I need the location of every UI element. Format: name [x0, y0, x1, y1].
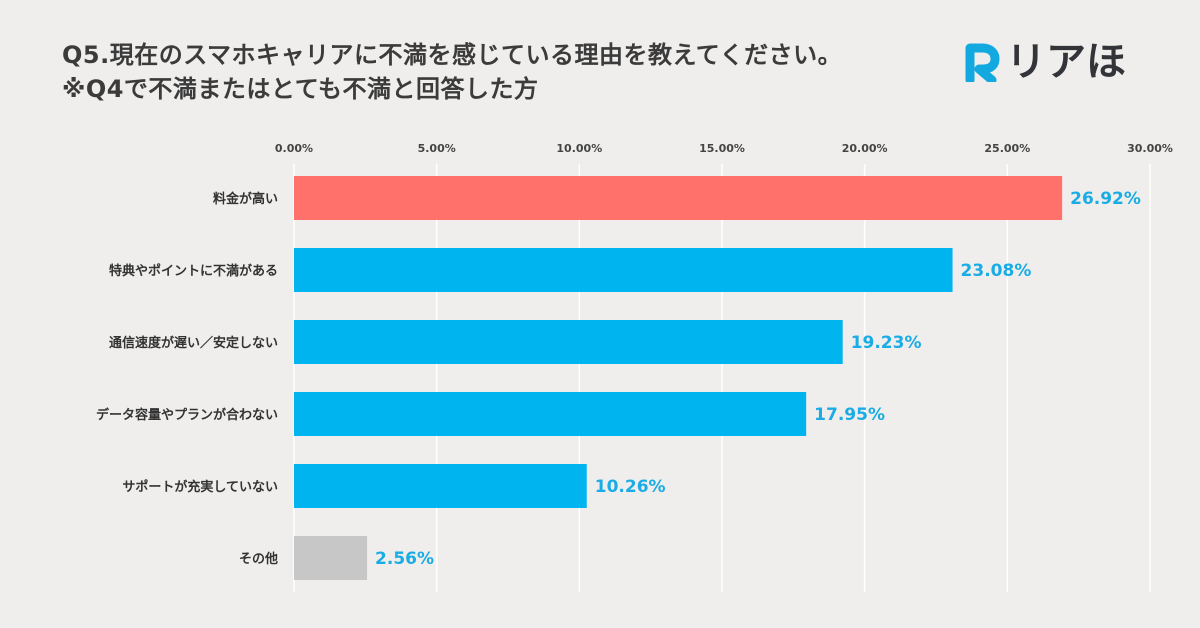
category-label: 特典やポイントに不満がある	[109, 263, 278, 279]
value-label: 2.56%	[375, 549, 434, 569]
value-label: 19.23%	[851, 333, 922, 353]
tick-label: 25.00%	[984, 142, 1030, 155]
category-label: その他	[239, 551, 278, 567]
tick-label: 5.00%	[418, 142, 456, 155]
r-letter-icon	[965, 43, 1000, 82]
bar	[294, 464, 587, 508]
bar	[294, 536, 368, 580]
tick-label: 30.00%	[1127, 142, 1173, 155]
value-label: 10.26%	[595, 477, 666, 497]
category-label: サポートが充実していない	[122, 479, 278, 495]
bar	[294, 248, 953, 292]
value-label: 17.95%	[814, 405, 885, 425]
tick-label: 0.00%	[275, 142, 313, 155]
bar	[294, 176, 1063, 220]
tick-label: 15.00%	[699, 142, 745, 155]
bar	[294, 392, 807, 436]
value-label: 26.92%	[1070, 189, 1141, 209]
title-line-2: ※Q4で不満またはとても不満と回答した方	[62, 75, 539, 103]
tick-label: 10.00%	[556, 142, 602, 155]
bar	[294, 320, 843, 364]
logo-text: リアほ	[1006, 39, 1126, 85]
category-label: データ容量やプランが合わない	[96, 407, 278, 423]
category-label: 料金が高い	[213, 191, 278, 207]
value-label: 23.08%	[961, 261, 1032, 281]
chart-title: Q5.現在のスマホキャリアに不満を感じている理由を教えてください。 ※Q4で不満…	[62, 38, 842, 106]
brand-logo: リアほ	[964, 42, 1126, 82]
title-line-1: Q5.現在のスマホキャリアに不満を感じている理由を教えてください。	[62, 41, 843, 69]
category-label: 通信速度が遅い／安定しない	[109, 335, 278, 351]
tick-label: 20.00%	[842, 142, 888, 155]
